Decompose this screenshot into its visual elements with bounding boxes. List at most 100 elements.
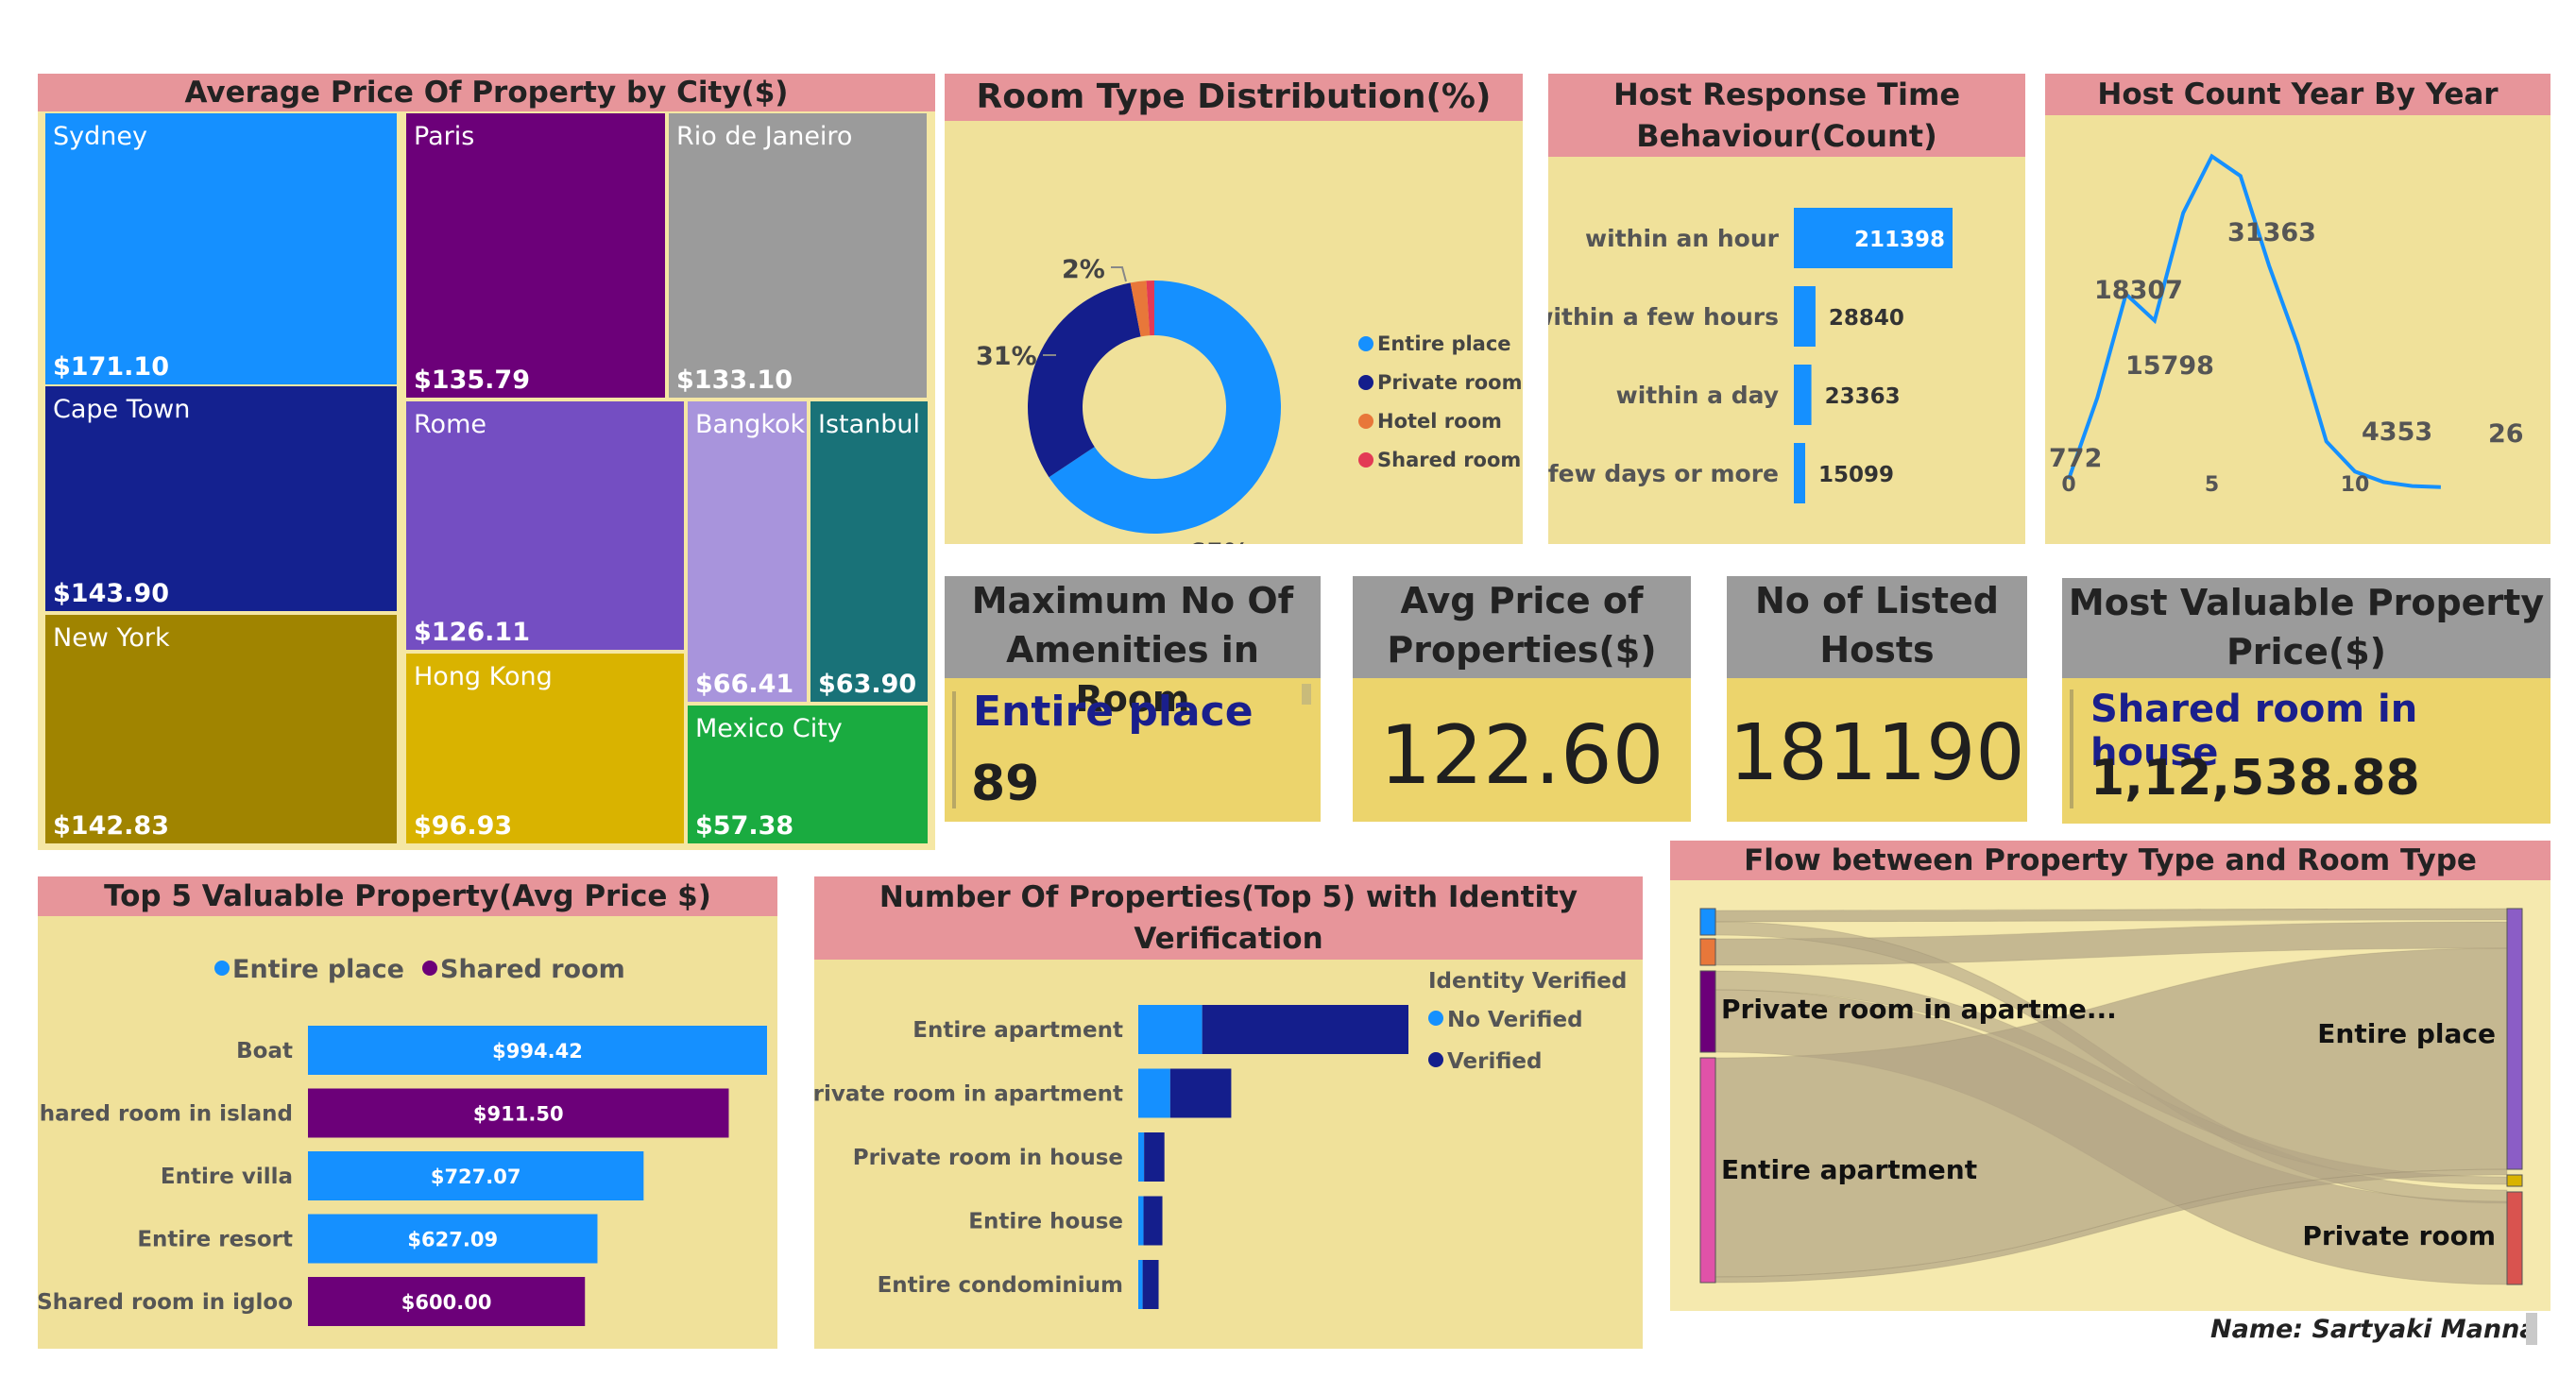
identity-legend-dot-yes	[1428, 1052, 1443, 1067]
signature-scrollbar[interactable]	[2526, 1313, 2537, 1345]
donut-label-private: 31%	[976, 342, 1037, 371]
donut-slice-hotel-room	[1130, 281, 1151, 337]
sankey-node-right-1	[2506, 1174, 2523, 1187]
avg-price-card-title: Avg Price of Properties($)	[1353, 576, 1691, 678]
treemap-cell-bangkok	[688, 401, 807, 702]
top5-legend-dot-entire	[214, 961, 230, 976]
response-bar	[1794, 286, 1816, 347]
response-title: Host Response Time Behaviour(Count)	[1548, 74, 2025, 157]
response-value-label: 23363	[1825, 384, 1901, 409]
hostline-series	[2067, 153, 2441, 489]
treemap-cell-mexico-city	[688, 706, 928, 843]
top5-bar	[308, 1151, 644, 1200]
identity-legend-title: Identity Verified	[1428, 969, 1627, 994]
donut-chart: 65% 31% 2% Entire place Private room Hotel ro…	[976, 255, 1523, 544]
treemap-cell-sydney	[45, 113, 397, 384]
response-category-label: a few days or more	[1548, 460, 1779, 487]
hosts-card-title: No of Listed Hosts	[1727, 576, 2027, 678]
treemap-city-rome: Rome	[414, 410, 486, 439]
response-bar	[1794, 443, 1805, 503]
top5-value-label: $994.42	[492, 1040, 583, 1063]
sankey-node-left-0	[1699, 908, 1716, 936]
response-bar	[1794, 365, 1812, 425]
hosts-card: No of Listed Hosts 181190	[1727, 576, 2027, 822]
treemap-city-bangkok: Bangkok	[695, 410, 806, 439]
valuable-value: 1,12,538.88	[2090, 750, 2420, 807]
identity-bar-no-verified	[1138, 1132, 1145, 1182]
top5-value-label: $727.07	[431, 1165, 521, 1188]
treemap-panel: Average Price Of Property by City($) Syd…	[38, 74, 935, 850]
donut-legend-dot-2	[1358, 414, 1373, 429]
identity-legend-yes: Verified	[1447, 1049, 1542, 1074]
response-value-label: 28840	[1829, 306, 1904, 331]
treemap-city-cape-town: Cape Town	[53, 395, 190, 424]
identity-title-line2: Verification	[1134, 922, 1323, 956]
top5-bar	[308, 1088, 729, 1138]
donut-title: Room Type Distribution(%)	[945, 74, 1523, 121]
top5-category-label: Shared room in igloo	[38, 1290, 293, 1315]
donut-slice-private-room	[1028, 282, 1141, 478]
hostline-point-label: 26	[2488, 419, 2524, 449]
response-title-line2: Behaviour(Count)	[1636, 118, 1937, 154]
treemap-value-paris: $135.79	[414, 366, 530, 395]
identity-bar-no-verified	[1138, 1005, 1203, 1054]
treemap-value-cape-town: $143.90	[53, 579, 169, 608]
treemap-city-mexico-city: Mexico City	[695, 714, 843, 743]
sankey-right-label-entire-place: Entire place	[2317, 1018, 2496, 1049]
treemap-city-rio-de-janeiro: Rio de Janeiro	[676, 122, 852, 151]
donut-label-small: 2%	[1062, 255, 1105, 284]
top5-category-label: Boat	[236, 1039, 293, 1063]
treemap-cell-paris	[406, 113, 665, 398]
hostline-axis-tick: 0	[2061, 473, 2075, 497]
top5-bar	[308, 1214, 598, 1264]
identity-category-label: Private room in house	[853, 1146, 1123, 1170]
amenities-scrollbar[interactable]	[1302, 684, 1311, 705]
hostline-axis-tick: 5	[2205, 473, 2219, 497]
identity-title: Number Of Properties(Top 5) with Identit…	[814, 876, 1643, 960]
valuable-property-type: Shared room in house	[2090, 688, 2418, 774]
valuable-title-line2: Price($)	[2226, 631, 2387, 672]
avg-price-title-line1: Avg Price of	[1400, 580, 1644, 621]
donut-legend-label-0: Entire place	[1377, 332, 1511, 355]
treemap-city-sydney: Sydney	[53, 122, 147, 151]
donut-slice-entire-place	[1049, 281, 1281, 535]
treemap-cell-new-york	[45, 615, 397, 843]
treemap-value-istanbul: $63.90	[818, 670, 916, 699]
treemap-value-rio-de-janeiro: $133.10	[676, 366, 793, 395]
amenities-room-type: Entire place	[973, 688, 1254, 736]
identity-bar-no-verified	[1138, 1196, 1144, 1246]
sankey-right-label-private-room: Private room	[2302, 1220, 2496, 1251]
top5-title: Top 5 Valuable Property(Avg Price $)	[38, 876, 777, 916]
response-category-label: within a day	[1616, 382, 1779, 409]
hostline-point-label: 31363	[2227, 218, 2316, 247]
top5-bar	[308, 1277, 586, 1326]
identity-chart: Entire apartment Private room in apartmen…	[814, 969, 1627, 1309]
sankey-left-label-private-apartment: Private room in apartme...	[1721, 994, 2117, 1025]
donut-label-entire: 65%	[1188, 538, 1250, 544]
avg-price-card: Avg Price of Properties($) 122.60	[1353, 576, 1691, 822]
treemap-value-sydney: $171.10	[53, 352, 169, 382]
identity-bar-verified	[1202, 1005, 1408, 1054]
treemap-city-paris: Paris	[414, 122, 474, 151]
response-value-label: 15099	[1818, 463, 1894, 487]
top5-value-label: $911.50	[473, 1103, 564, 1126]
top5-value-label: $627.09	[407, 1229, 498, 1251]
treemap-cell-hong-kong	[406, 654, 684, 843]
amenities-card: Maximum No Of Amenities in Room Entire p…	[945, 576, 1321, 822]
donut-legend-label-3: Shared room	[1377, 449, 1521, 471]
valuable-title-line1: Most Valuable Property	[2068, 582, 2545, 623]
donut-panel: Room Type Distribution(%) 65% 31% 2% Entire…	[945, 74, 1523, 544]
sankey-node-left-1	[1699, 938, 1716, 966]
valuable-divider	[2070, 689, 2073, 808]
response-chart: within an hour 211398 within a few hours 28…	[1548, 208, 1953, 503]
treemap-value-rome: $126.11	[414, 618, 530, 647]
top5-value-label: $600.00	[401, 1291, 492, 1314]
top5-bar	[308, 1026, 767, 1075]
treemap-chart: Sydney $171.10 Paris $135.79 Rio de Janeiro $…	[45, 113, 928, 843]
amenities-title-line1: Maximum No Of	[971, 580, 1294, 621]
sankey-node-right-0	[2506, 908, 2523, 1170]
hostline-axis-tick: 10	[2341, 473, 2370, 497]
sankey-chart: Private room in apartme... Entire apartme…	[1699, 908, 2523, 1285]
amenities-title-line2: Amenities in Room	[1006, 629, 1259, 720]
donut-leader-2	[1111, 266, 1127, 282]
